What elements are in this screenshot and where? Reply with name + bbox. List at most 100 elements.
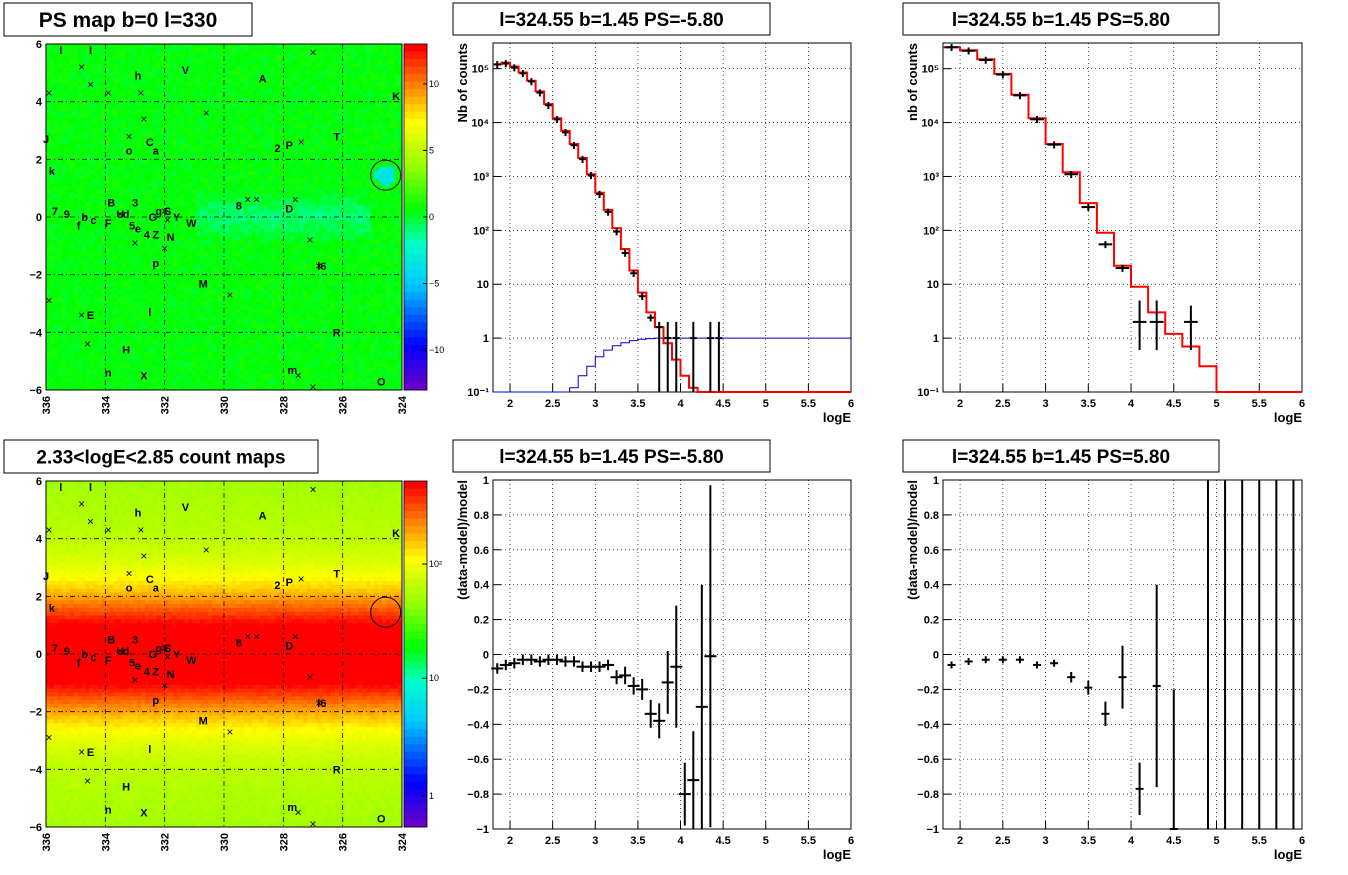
y-tick-label: −0.6 [467, 754, 489, 766]
residual-point [1101, 701, 1110, 727]
x-tick-label: 324 [397, 395, 409, 414]
source-cross-marker: × [309, 483, 316, 497]
colorbar-tick-label: 0 [429, 212, 434, 222]
source-cross-marker: × [84, 774, 91, 788]
source-cross-marker: × [295, 806, 302, 820]
source-label: Z [152, 666, 159, 678]
source-cross-marker: × [78, 60, 85, 74]
plot-frame [942, 42, 1303, 393]
residual-point [567, 656, 580, 667]
title-frame [452, 439, 771, 473]
residual-point [550, 654, 563, 665]
x-tick-label: 2 [957, 835, 963, 847]
source-label: U [116, 646, 124, 658]
source-label: 4 [144, 666, 151, 678]
x-tick-label: 2.5 [545, 835, 560, 847]
residual-point [1050, 659, 1059, 667]
source-label: o [126, 583, 133, 595]
source-label: h [135, 71, 142, 83]
residual-point [491, 663, 504, 674]
source-cross-marker: × [226, 725, 233, 739]
source-label: O [377, 813, 386, 825]
title-text: 2.33<logE<2.85 count maps [36, 447, 285, 468]
source-label: F [105, 218, 112, 230]
source-label: Y [173, 212, 181, 224]
y-tick-label: 2 [36, 591, 42, 603]
source-label: X [140, 371, 148, 383]
source-cross-marker: × [315, 259, 322, 273]
source-label: p [152, 695, 159, 707]
y-tick-label: 6 [36, 39, 42, 51]
residual-point [1135, 762, 1144, 816]
residual-point [1118, 645, 1127, 709]
data-point [706, 321, 714, 392]
y-tick-label: −2 [29, 270, 42, 282]
source-cross-marker: × [226, 288, 233, 302]
data-point [978, 56, 993, 64]
y-tick-label: −1 [476, 824, 489, 836]
source-cross-marker: × [117, 207, 124, 221]
y-tick-label: −0.2 [917, 684, 939, 696]
source-cross-marker: × [244, 193, 251, 207]
x-tick-label: 330 [219, 833, 231, 851]
source-label: n [105, 368, 112, 380]
y-tick-label: 10 [477, 279, 489, 291]
data-point [1184, 305, 1198, 351]
colorbar-tick-label: 10 [429, 673, 439, 683]
blue-component-histogram [493, 337, 851, 393]
source-cross-marker: × [78, 745, 85, 759]
residual-point [525, 654, 538, 665]
source-label: R [333, 764, 341, 776]
source-cross-marker: × [140, 112, 147, 126]
x-tick-label: 2.5 [995, 398, 1010, 410]
source-label: k [49, 603, 56, 615]
selected-position-circle [370, 159, 402, 191]
x-tick-label: 5 [1213, 835, 1219, 847]
source-cross-marker: × [87, 514, 94, 528]
source-label: H [122, 345, 130, 357]
y-tick-label: 0.8 [924, 510, 939, 522]
title-text: l=324.55 b=1.45 PS=-5.80 [499, 447, 723, 468]
y-tick-label: 4 [36, 534, 43, 546]
data-point [715, 321, 723, 392]
x-tick-label: 326 [338, 833, 350, 851]
source-label: A [259, 511, 267, 523]
x-tick-label: 4.5 [715, 835, 730, 847]
plot-area [493, 480, 851, 829]
source-label: G [149, 212, 158, 224]
y-axis-label: Nb of counts [455, 43, 470, 122]
source-cross-marker: × [126, 566, 133, 580]
residual-point [602, 659, 615, 671]
source-label: M [199, 278, 208, 290]
residual-point [678, 762, 691, 826]
model-histogram [493, 61, 851, 393]
source-label: J [43, 571, 49, 583]
x-tick-label: 334 [100, 832, 112, 851]
x-tick-label: 4.5 [715, 398, 730, 410]
y-tick-label: 6 [36, 476, 42, 488]
y-tick-label: 10³ [473, 171, 489, 183]
residual-point [947, 661, 956, 669]
y-tick-label: 1 [483, 333, 489, 345]
source-cross-marker: × [309, 46, 316, 60]
source-label: V [182, 502, 190, 514]
source-label: 7 [52, 206, 58, 218]
y-tick-label: −6 [29, 385, 42, 397]
y-tick-label: −1 [926, 824, 939, 836]
source-label: c [90, 652, 96, 664]
source-label: l [148, 307, 151, 319]
data-point [570, 141, 578, 150]
x-tick-label: 4 [1128, 398, 1135, 410]
x-tick-label: 5.5 [1252, 835, 1267, 847]
source-cross-marker: × [45, 523, 52, 537]
y-tick-label: 10⁵ [472, 64, 489, 76]
y-axis-label: nb of counts [905, 43, 920, 121]
residual-point [508, 657, 521, 669]
source-cross-marker: × [203, 106, 210, 120]
y-tick-label: 10⁴ [471, 118, 489, 130]
source-cross-marker: × [105, 86, 112, 100]
residual-point [636, 678, 649, 700]
map-frame [45, 480, 403, 828]
x-tick-label: 5.5 [801, 398, 816, 410]
